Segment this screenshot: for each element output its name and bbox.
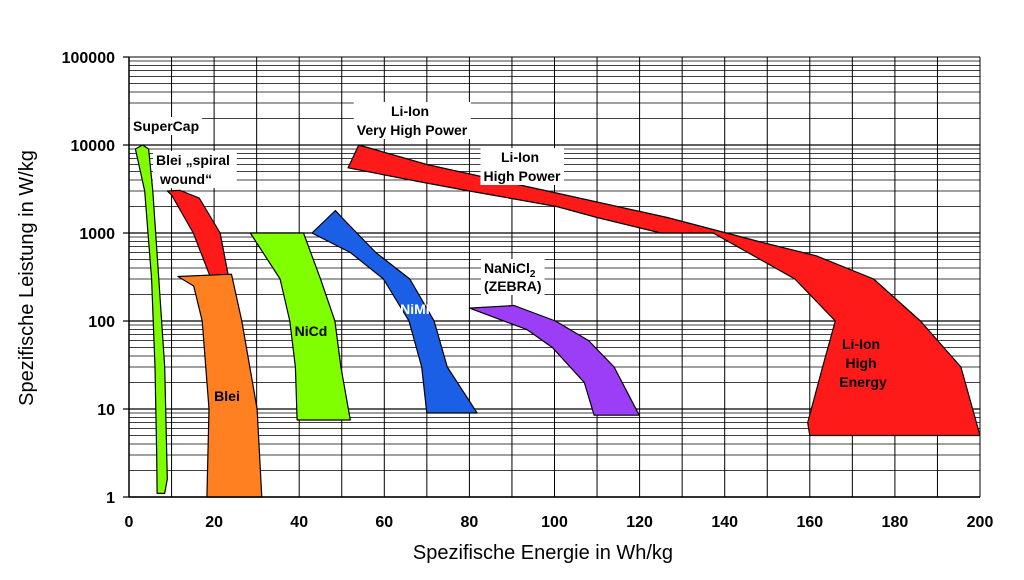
label-nimh: NiMH [400,301,436,317]
label-li-ion-high-energy: Li-Ion High Energy [839,336,887,390]
x-tick-label: 0 [125,514,134,531]
y-tick-label: 1 [106,490,115,507]
label-backgrounds [130,102,565,295]
axes [123,56,980,498]
label-background [353,102,471,139]
label-background [153,151,237,188]
region-nanicl2-zebra [468,304,640,416]
x-tick-label: 120 [626,514,653,531]
region-labels: SuperCap Blei „spiral wound“ Blei NiCd N… [133,103,887,404]
x-tick-label: 60 [375,514,393,531]
y-tick-label: 100000 [62,50,115,67]
label-nanicl2: NaNiCl2 (ZEBRA) [484,260,542,294]
label-background [130,117,203,135]
region-nicd [249,232,351,421]
x-tick-label: 140 [711,514,738,531]
x-tick-label: 160 [796,514,823,531]
y-tick-label: 100 [88,314,115,331]
label-supercap: SuperCap [133,118,199,134]
label-li-ion-high-power: Li-Ion High Power [483,149,561,184]
label-background [480,148,565,185]
y-tick-labels: 1 10 100 1000 10000 100000 [62,50,115,507]
y-axis-title: Spezifische Leistung in W/kg [16,150,38,406]
region-li-ion-high-power [347,144,981,437]
x-tick-label: 100 [541,514,568,531]
label-li-ion-very-high-power: Li-Ion Very High Power [357,103,468,138]
y-tick-label: 10 [97,402,115,419]
y-tick-label: 10000 [71,138,116,155]
x-tick-label: 80 [461,514,479,531]
x-tick-label: 20 [205,514,223,531]
x-tick-label: 40 [290,514,308,531]
x-tick-label: 180 [882,514,909,531]
label-blei: Blei [214,388,240,404]
region-nimh [311,209,478,414]
label-nicd: NiCd [295,323,328,339]
label-blei-spiral-wound: Blei „spiral wound“ [156,152,234,187]
y-tick-label: 1000 [79,226,115,243]
region-supercap [134,144,168,494]
x-axis-title: Spezifische Energie in Wh/kg [413,542,673,564]
label-background [481,259,545,295]
x-tick-labels: 0 20 40 60 80 100 120 140 160 180 200 [125,514,994,531]
x-tick-label: 200 [967,514,994,531]
